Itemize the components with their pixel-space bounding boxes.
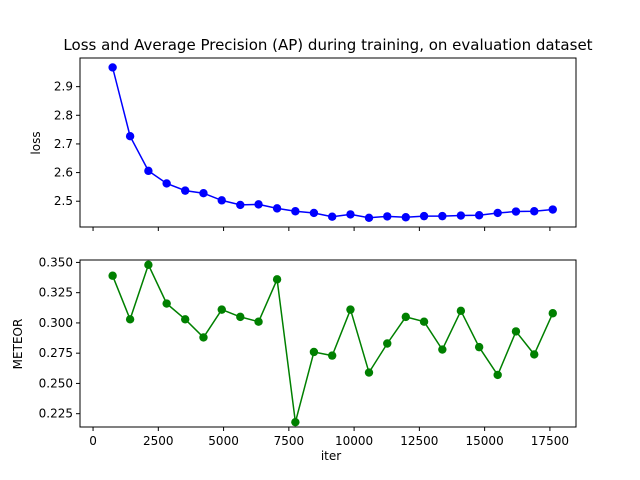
data-point	[419, 211, 429, 221]
y-tick-label: 0.275	[39, 346, 73, 360]
data-point	[309, 208, 319, 218]
data-point	[511, 327, 521, 336]
data-point	[383, 339, 392, 348]
x-tick-label: 0	[89, 434, 97, 448]
meteor-series	[108, 260, 557, 427]
chart-title: Loss and Average Precision (AP) during t…	[63, 36, 592, 54]
y-tick-label: 2.7	[54, 137, 73, 151]
series-line	[111, 262, 554, 423]
y-tick-label: 0.325	[39, 286, 73, 300]
data-point	[438, 211, 447, 221]
y-tick-label: 2.9	[54, 80, 73, 94]
data-point	[272, 275, 282, 284]
y-tick-label: 0.350	[39, 255, 73, 269]
loss-subplot: 2.5 2.6 2.7 2.8 2.9 loss	[29, 57, 577, 231]
data-point	[217, 305, 226, 314]
loss-x-ticks	[92, 227, 551, 231]
loss-series	[108, 63, 557, 223]
data-point	[236, 312, 245, 322]
data-point	[144, 166, 153, 176]
y-tick-label: 0.250	[39, 376, 73, 390]
x-tick-label: 12500	[400, 434, 438, 448]
data-point	[493, 208, 502, 218]
data-point	[144, 260, 153, 270]
data-point	[291, 417, 300, 427]
data-point	[530, 350, 539, 359]
data-point	[125, 131, 135, 141]
data-point	[217, 196, 226, 205]
x-tick-label: 7500	[274, 434, 305, 448]
loss-y-ticks: 2.5 2.6 2.7 2.8 2.9	[54, 80, 80, 208]
meteor-plot-frame	[79, 259, 577, 428]
data-point	[474, 211, 484, 220]
data-point	[456, 211, 466, 220]
data-point	[419, 317, 429, 326]
data-point	[181, 315, 190, 324]
x-tick-label: 5000	[208, 434, 239, 448]
y-tick-label: 0.300	[39, 316, 73, 330]
meteor-x-ticks: 0 2500 5000 7500 10000 12500 15000 17500	[89, 427, 569, 448]
data-point	[254, 200, 263, 209]
data-point	[272, 204, 282, 213]
data-point	[364, 213, 374, 223]
x-tick-label: 15000	[466, 434, 504, 448]
data-point	[125, 315, 135, 324]
data-point	[162, 299, 171, 308]
loss-y-axis-label: loss	[29, 131, 43, 154]
data-point	[346, 305, 355, 314]
x-axis-label: iter	[321, 449, 341, 463]
data-point	[511, 207, 521, 216]
data-point	[474, 342, 484, 352]
x-tick-label: 17500	[531, 434, 569, 448]
data-point	[456, 306, 466, 316]
x-tick-label: 2500	[143, 434, 174, 448]
meteor-y-ticks: 0.225 0.250 0.275 0.300 0.325 0.350	[39, 255, 80, 421]
meteor-y-axis-label: METEOR	[11, 319, 25, 370]
data-point	[401, 213, 410, 222]
data-point	[254, 317, 263, 326]
data-point	[108, 63, 117, 72]
data-point	[309, 347, 319, 357]
meteor-subplot: 0.225 0.250 0.275 0.300 0.325 0.350 0 2500 5000…	[11, 255, 577, 463]
data-point	[548, 309, 557, 318]
y-tick-label: 0.225	[39, 407, 73, 421]
data-point	[199, 189, 208, 198]
data-point	[162, 179, 171, 188]
data-point	[327, 351, 337, 360]
y-tick-label: 2.8	[54, 108, 73, 122]
data-point	[346, 210, 355, 219]
data-point	[181, 186, 190, 195]
data-point	[530, 207, 539, 216]
data-point	[327, 212, 337, 221]
data-point	[383, 212, 392, 221]
data-point	[236, 200, 245, 210]
series-line	[111, 67, 553, 219]
y-tick-label: 2.6	[54, 166, 73, 180]
loss-plot-frame	[79, 57, 577, 228]
x-tick-label: 10000	[335, 434, 373, 448]
data-point	[401, 312, 410, 322]
data-point	[493, 370, 502, 380]
y-tick-label: 2.5	[54, 194, 73, 208]
data-point	[108, 271, 117, 280]
data-point	[438, 345, 447, 354]
data-point	[291, 207, 300, 216]
data-point	[548, 205, 557, 214]
data-point	[199, 333, 208, 342]
data-point	[364, 368, 374, 377]
